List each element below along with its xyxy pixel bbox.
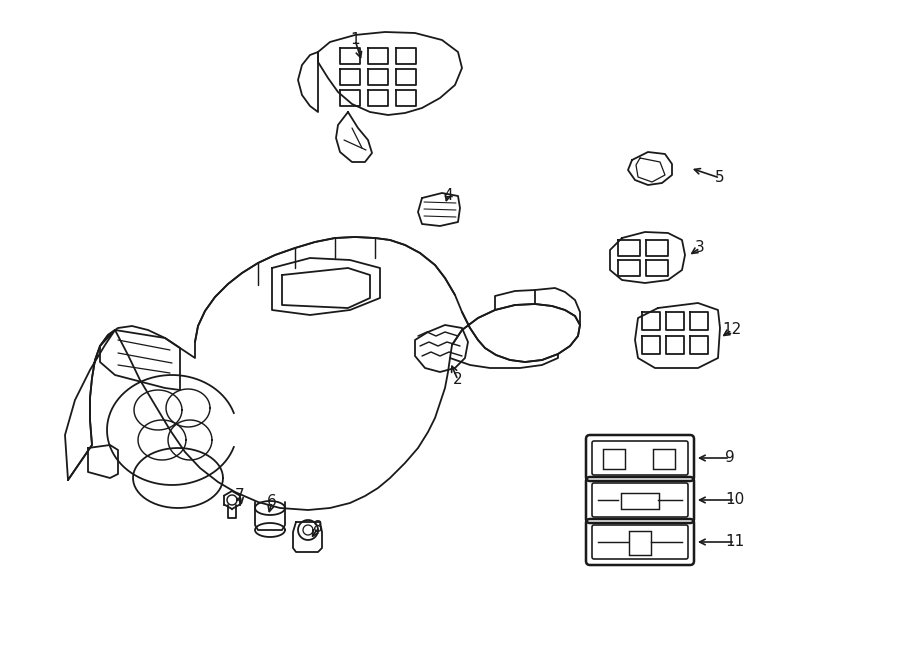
Text: 1: 1: [350, 32, 360, 48]
Text: 11: 11: [725, 535, 744, 549]
Text: 7: 7: [235, 488, 245, 502]
Text: 9: 9: [725, 451, 735, 465]
Text: 5: 5: [716, 171, 724, 186]
Text: 8: 8: [313, 520, 323, 535]
Text: 3: 3: [695, 241, 705, 256]
Text: 6: 6: [267, 494, 277, 510]
Text: 12: 12: [723, 323, 742, 338]
Text: 10: 10: [725, 492, 744, 508]
Text: 4: 4: [443, 188, 453, 202]
Text: 2: 2: [454, 373, 463, 387]
